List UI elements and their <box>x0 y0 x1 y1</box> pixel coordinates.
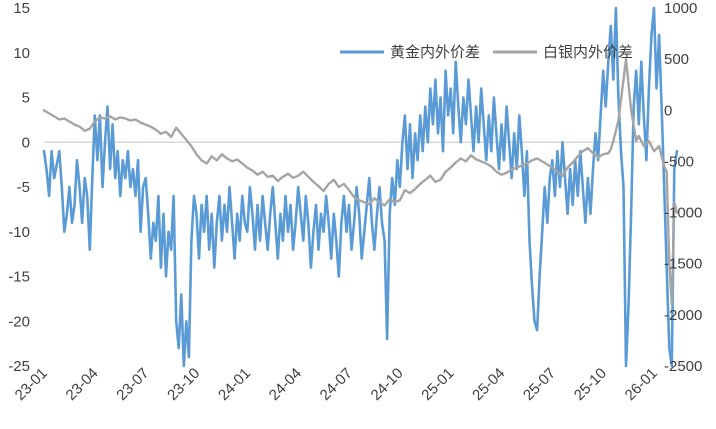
legend-label-silver: 白银内外价差 <box>543 43 633 61</box>
y-right-tick-label: -2500 <box>664 358 702 375</box>
y-left-tick-label: 5 <box>22 90 30 107</box>
y-left-tick-label: 10 <box>13 45 30 62</box>
y-right-tick-label: -1000 <box>664 205 702 222</box>
y-left-tick-label: -5 <box>17 179 30 196</box>
series-line-silver <box>42 57 679 306</box>
y-right-tick-label: -2000 <box>664 307 702 324</box>
y-left-tick-label: -25 <box>8 358 30 375</box>
y-left-tick-label: 0 <box>22 134 30 151</box>
y-left-tick-label: -15 <box>8 269 30 286</box>
y-right-tick-label: -1500 <box>664 256 702 273</box>
y-left-tick-label: 15 <box>13 0 30 17</box>
series-line-gold <box>42 6 679 368</box>
y-left-tick-label: -20 <box>8 313 30 330</box>
y-right-tick-label: 1000 <box>664 0 697 17</box>
y-left-tick-label: -10 <box>8 224 30 241</box>
y-right-tick-label: -500 <box>664 153 694 170</box>
y-right-tick-label: 0 <box>664 102 672 119</box>
legend: 黄金内外价差 白银内外价差 <box>340 43 633 61</box>
legend-label-gold: 黄金内外价差 <box>390 43 480 61</box>
y-right-tick-label: 500 <box>664 51 689 68</box>
